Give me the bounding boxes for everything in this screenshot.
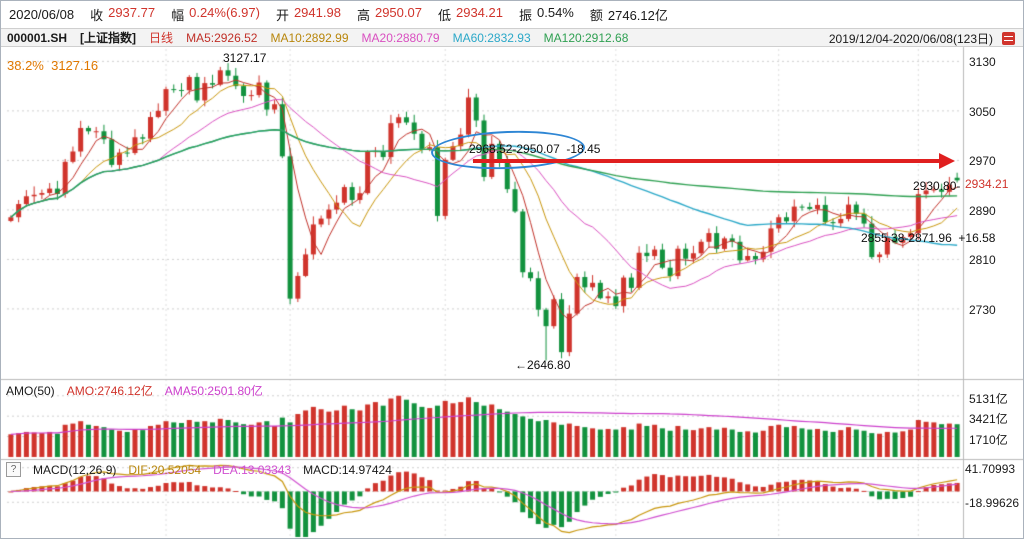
amount-label: 额 (589, 8, 603, 23)
quote-open: 开 2941.98 (276, 5, 341, 24)
volume-pane-header: AMO(50) AMO:2746.12亿 AMA50:2501.80亿 (6, 382, 263, 399)
amount-value: 2746.12亿 (607, 8, 668, 23)
ama50-value: AMA50:2501.80亿 (164, 384, 263, 398)
ma5-value: MA5:2926.52 (186, 30, 258, 45)
macd-value: MACD:14.97424 (303, 462, 392, 477)
dea-value: DEA:13.03343 (213, 462, 292, 477)
open-label: 开 (275, 8, 289, 23)
dif-value: DIF:20.52054 (128, 462, 202, 477)
change-label: 幅 (171, 8, 185, 23)
amplitude-label: 振 (518, 8, 532, 23)
resistance-zone-label: 2968.52-2950.07 -18.45 (469, 142, 601, 156)
peak-price-label: 3127.17 (223, 51, 267, 65)
amo-value: AMO:2746.12亿 (66, 384, 153, 398)
high-value: 2950.07 (374, 5, 422, 20)
trend-arrow-head[interactable] (939, 153, 955, 169)
quote-summary-bar: 2020/06/08 收 2937.77 幅 0.24%(6.97) 开 2941.9… (1, 1, 1023, 28)
fibonacci-label: 38.2% 3127.16 (7, 58, 99, 73)
quote-close: 收 2937.77 (90, 5, 155, 24)
low-value: 2934.21 (455, 5, 503, 20)
volume-axis-tick-5131: 5131亿 (969, 392, 1008, 406)
y-axis-tick-3050: 3050 (969, 105, 996, 119)
gap-zone-label: 2855.38-2871.96 +16.58 (861, 231, 996, 245)
ma20-value: MA20:2880.79 (361, 30, 440, 45)
high-label: 高 (356, 8, 370, 23)
y-axis-tick-2890: 2890 (969, 204, 996, 218)
indicator-info-bar: 000001.SH [上证指数] 日线 MA5:2926.52 MA10:289… (1, 28, 1023, 47)
macd-axis-top: 41.70993 (965, 462, 1016, 476)
close-label: 收 (90, 8, 104, 23)
trend-arrow-line[interactable] (473, 159, 941, 163)
quote-low: 低 2934.21 (438, 5, 503, 24)
quote-amplitude: 振 0.54% (519, 5, 574, 24)
macd-pane-header: ? MACD(12,26,9) DIF:20.52054 DEA:13.0334… (6, 462, 392, 477)
low-label: 低 (437, 8, 451, 23)
quote-change: 幅 0.24%(6.97) (171, 5, 260, 24)
volume-axis-tick-3421: 3421亿 (969, 412, 1008, 426)
amplitude-value: 0.54% (537, 5, 574, 20)
quote-amount: 额 2746.12亿 (590, 5, 668, 24)
ma60-value: MA60:2832.93 (452, 30, 531, 45)
y-axis-tick-2970: 2970 (969, 154, 996, 168)
y-axis-tick-3130: 3130 (969, 55, 996, 69)
period-selector[interactable]: 日线 (149, 31, 174, 45)
help-icon[interactable]: ? (6, 462, 21, 477)
volume-axis-tick-1710: 1710亿 (969, 433, 1008, 447)
y-axis-tick-2730: 2730 (969, 303, 996, 317)
symbol-name: [上证指数] (80, 31, 137, 45)
quote-date: 2020/06/08 (9, 7, 75, 22)
trough-price-label: ←2646.80 (515, 358, 571, 372)
open-value: 2941.98 (293, 5, 341, 20)
quote-high: 高 2950.07 (357, 5, 422, 24)
macd-axis-bottom: -18.99626 (965, 496, 1020, 510)
ma10-value: MA10:2892.99 (270, 30, 349, 45)
symbol-code: 000001.SH (7, 30, 68, 45)
date-range-label: 2019/12/04-2020/06/08(123日) (828, 32, 993, 46)
ma120-value: MA120:2912.68 (543, 30, 629, 45)
close-value: 2937.77 (108, 5, 156, 20)
macd-indicator-name: MACD(12,26,9) (33, 462, 117, 477)
current-price-marker: 2934.21 (965, 177, 1009, 191)
toolbar-icon[interactable] (1002, 32, 1015, 45)
prev-close-label: 2930.80- (913, 179, 961, 193)
change-value: 0.24%(6.97) (189, 5, 260, 20)
volume-indicator-name: AMO(50) (6, 383, 55, 398)
y-axis-tick-2810: 2810 (969, 253, 996, 267)
